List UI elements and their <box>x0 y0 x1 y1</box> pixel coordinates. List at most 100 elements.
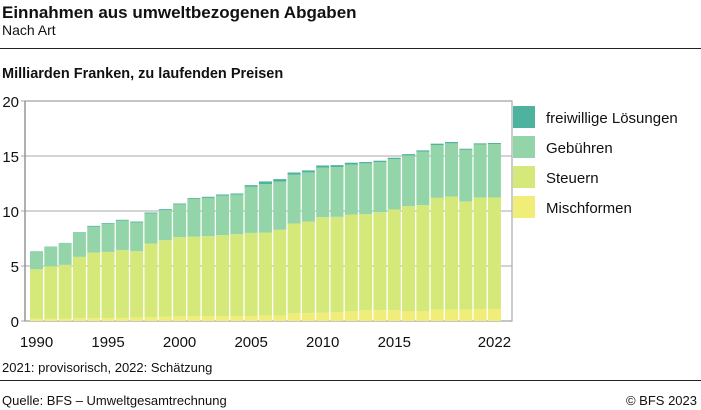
bar-segment <box>187 199 201 237</box>
bar-segment <box>30 269 43 319</box>
bar-segment <box>473 309 487 321</box>
bar-segment <box>187 316 201 321</box>
bar-segment <box>373 160 387 163</box>
bar-segment <box>444 196 458 310</box>
legend-label: Gebühren <box>546 140 613 157</box>
bar-segment <box>130 251 144 318</box>
bar-segment <box>258 181 272 185</box>
bar-segment <box>72 318 86 321</box>
bar-segment <box>187 198 201 200</box>
bar-segment <box>273 181 287 230</box>
bar-segment <box>201 196 215 198</box>
bar-segment <box>430 143 444 145</box>
bar-segment <box>44 318 58 321</box>
bar-segment <box>273 229 287 316</box>
bar-segment <box>173 316 187 321</box>
bar-segment <box>287 174 301 224</box>
bar-segment <box>216 235 230 317</box>
bar-segment <box>216 316 230 321</box>
bar-segment <box>273 179 287 182</box>
bar-segment <box>344 214 358 311</box>
bar-segment <box>30 318 43 321</box>
bar-segment <box>359 310 373 321</box>
bar-segment <box>258 232 272 316</box>
bar-segment <box>101 318 115 321</box>
bar-segment <box>144 317 158 321</box>
bar-segment <box>201 197 215 237</box>
bar-segment <box>330 167 344 217</box>
bar-segment <box>173 204 187 238</box>
bar-segment <box>244 315 258 321</box>
bar-segment <box>201 236 215 317</box>
bar-segment <box>115 220 129 250</box>
bar-segment <box>487 144 501 198</box>
bar-segment <box>344 162 358 165</box>
bar-segment <box>459 201 473 310</box>
bar-segment <box>230 316 244 321</box>
bar-segment <box>430 145 444 198</box>
bar-segment <box>359 163 373 215</box>
bar-segment <box>144 212 158 214</box>
bar-segment <box>359 214 373 311</box>
bar-segment <box>144 243 158 318</box>
bar-segment <box>101 251 115 319</box>
bar-segment <box>444 143 458 197</box>
bar-segment <box>130 317 144 321</box>
source: Quelle: BFS – Umweltgesamtrechnung <box>2 393 227 408</box>
legend-label: freiwillige Lösungen <box>546 110 678 127</box>
bar-segment <box>273 315 287 321</box>
bar-segment <box>287 313 301 321</box>
x-tick-label: 2015 <box>378 334 411 351</box>
bar-segment <box>473 197 487 310</box>
bar-segment <box>402 310 416 321</box>
bar-segment <box>473 143 487 145</box>
bar-segment <box>173 237 187 317</box>
bar-segment <box>402 154 416 156</box>
bar-segment <box>44 266 58 319</box>
bar-segment <box>459 309 473 321</box>
bar-segment <box>30 251 43 270</box>
divider <box>0 380 701 381</box>
bar-segment <box>173 203 187 205</box>
y-tick-label: 0 <box>11 314 19 331</box>
bar-segment <box>359 162 373 164</box>
bar-segment <box>373 212 387 311</box>
bar-segment <box>244 232 258 316</box>
bar-segment <box>130 221 144 223</box>
bar-segment <box>402 206 416 311</box>
bar-segment <box>244 185 258 187</box>
bar-segment <box>58 264 72 319</box>
x-tick-label: 2005 <box>234 334 267 351</box>
bar-segment <box>72 256 86 319</box>
bar-segment <box>387 209 401 311</box>
bar-segment <box>115 249 129 318</box>
bar-segment <box>487 143 501 145</box>
bar-segment <box>402 155 416 207</box>
bar-segment <box>416 151 430 206</box>
y-tick-label: 20 <box>2 94 19 111</box>
bar-segment <box>58 243 72 265</box>
bar-segment <box>316 167 330 218</box>
copyright: © BFS 2023 <box>625 393 697 408</box>
bar-segment <box>101 223 115 225</box>
divider <box>0 48 701 49</box>
bar-segment <box>330 312 344 321</box>
bar-segment <box>459 149 473 202</box>
bar-segment <box>316 217 330 313</box>
legend-label: Mischformen <box>546 200 632 217</box>
bar-segment <box>487 309 501 321</box>
bar-segment <box>444 142 458 144</box>
bar-segment <box>115 317 129 321</box>
bar-segment <box>158 209 172 211</box>
bar-segment <box>87 226 101 253</box>
chart-subtitle: Nach Art <box>2 22 56 38</box>
legend-swatch <box>513 196 535 218</box>
bar-segment <box>158 316 172 321</box>
stacked-bar-chart: 0 5 10 15 20 1990 1995 2000 2005 2010 2015 2022 frei… <box>2 94 678 351</box>
legend-swatch <box>513 106 535 128</box>
bar-segment <box>473 144 487 198</box>
bar-segment <box>344 310 358 321</box>
bar-segment <box>316 165 330 168</box>
bar-segment <box>72 232 86 233</box>
